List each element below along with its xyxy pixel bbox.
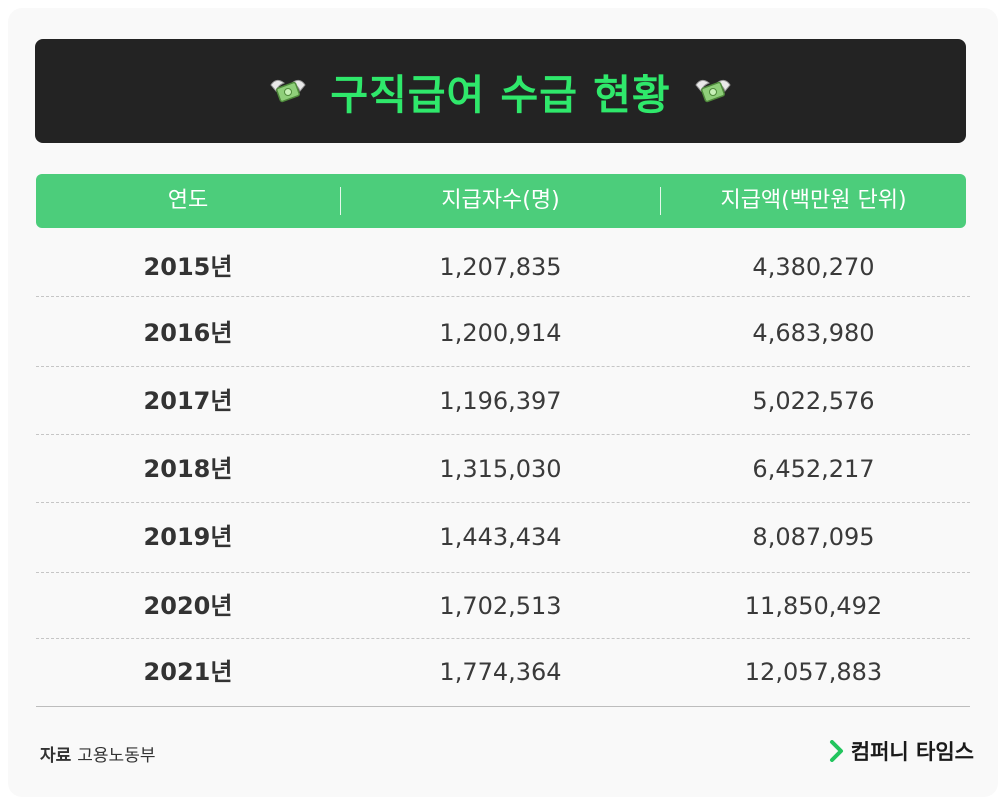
source-note: 자료 고용노동부	[40, 741, 155, 766]
row-separator	[36, 296, 970, 297]
cell-amount: 5,022,576	[752, 387, 875, 415]
title-banner: 구직급여 수급 현황	[35, 39, 966, 143]
table-row: 2017년 1,196,397 5,022,576	[36, 370, 970, 432]
table-row: 2018년 1,315,030 6,452,217	[36, 438, 970, 500]
table-header: 연도 지급자수(명) 지급액(백만원 단위)	[36, 174, 966, 228]
cell-recipients: 1,196,397	[439, 387, 562, 415]
cell-year: 2019년	[143, 523, 233, 551]
cell-year: 2017년	[143, 387, 233, 415]
cell-amount: 12,057,883	[744, 658, 883, 686]
money-with-wings-icon	[695, 79, 731, 103]
column-header-amount: 지급액(백만원 단위)	[720, 188, 907, 213]
column-header-recipients: 지급자수(명)	[441, 188, 560, 213]
row-separator	[36, 434, 970, 435]
cell-year: 2018년	[143, 455, 233, 483]
row-separator	[36, 366, 970, 367]
cell-year: 2015년	[143, 253, 233, 281]
source-label: 자료	[40, 746, 72, 766]
table-row: 2015년 1,207,835 4,380,270	[36, 236, 970, 298]
cell-recipients: 1,774,364	[439, 658, 562, 686]
cell-year: 2016년	[143, 319, 233, 347]
table-row: 2020년 1,702,513 11,850,492	[36, 575, 970, 637]
cell-recipients: 1,443,434	[439, 523, 562, 551]
cell-recipients: 1,315,030	[439, 455, 562, 483]
money-with-wings-icon	[270, 79, 306, 103]
table-row: 2021년 1,774,364 12,057,883	[36, 641, 970, 703]
cell-amount: 6,452,217	[752, 455, 875, 483]
row-separator	[36, 638, 970, 639]
header-divider	[660, 187, 661, 215]
cell-amount: 4,683,980	[752, 319, 875, 347]
row-separator	[36, 572, 970, 573]
table-row: 2016년 1,200,914 4,683,980	[36, 302, 970, 364]
table-bottom-border	[36, 706, 970, 707]
cell-year: 2021년	[143, 658, 233, 686]
brand-name: 컴퍼니 타임스	[850, 740, 974, 764]
source-value: 고용노동부	[77, 746, 156, 766]
page-title: 구직급여 수급 현황	[330, 71, 671, 119]
chevron-right-icon	[829, 740, 843, 762]
column-header-year: 연도	[167, 188, 209, 213]
cell-recipients: 1,200,914	[439, 319, 562, 347]
row-separator	[36, 502, 970, 503]
cell-recipients: 1,207,835	[439, 253, 562, 281]
header-divider	[340, 187, 341, 215]
cell-year: 2020년	[143, 592, 233, 620]
brand-logo: 컴퍼니 타임스	[829, 736, 974, 766]
cell-recipients: 1,702,513	[439, 592, 562, 620]
table-row: 2019년 1,443,434 8,087,095	[36, 506, 970, 568]
cell-amount: 4,380,270	[752, 253, 875, 281]
cell-amount: 11,850,492	[744, 592, 883, 620]
cell-amount: 8,087,095	[752, 523, 875, 551]
